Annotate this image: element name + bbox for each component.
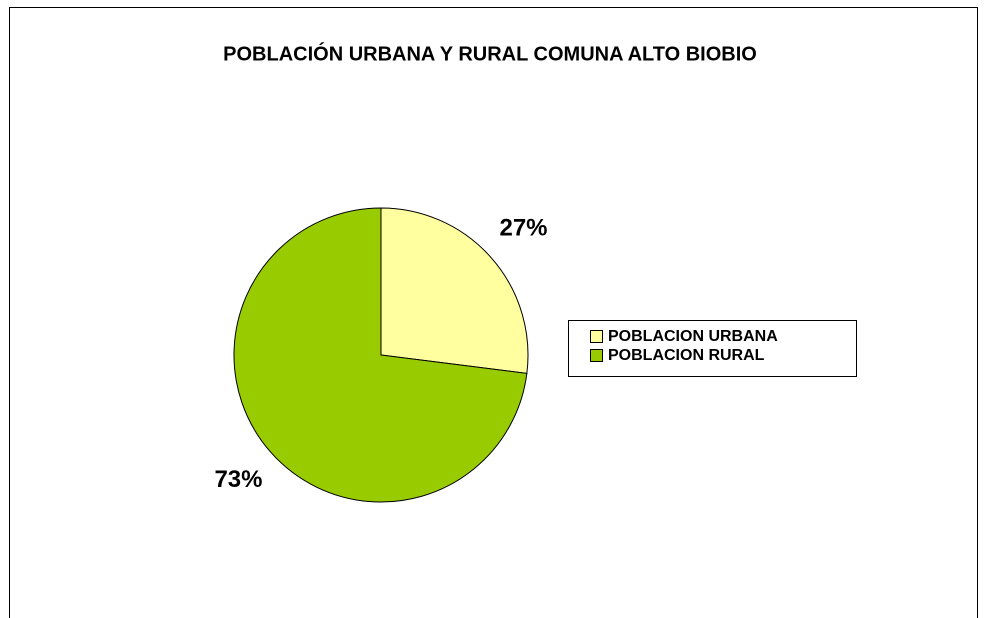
legend-swatch bbox=[590, 349, 603, 362]
legend-box bbox=[568, 320, 857, 377]
chart-title: POBLACIÓN URBANA Y RURAL COMUNA ALTO BIO… bbox=[223, 41, 757, 65]
chart-border bbox=[9, 7, 978, 618]
data-label: 73% bbox=[214, 466, 262, 493]
data-label: 27% bbox=[499, 215, 547, 242]
pie-slice bbox=[380, 207, 529, 374]
pie-slice bbox=[233, 207, 528, 503]
legend-label: POBLACION RURAL bbox=[608, 347, 765, 364]
legend-swatch bbox=[590, 330, 603, 343]
legend-label: POBLACION URBANA bbox=[608, 328, 778, 345]
